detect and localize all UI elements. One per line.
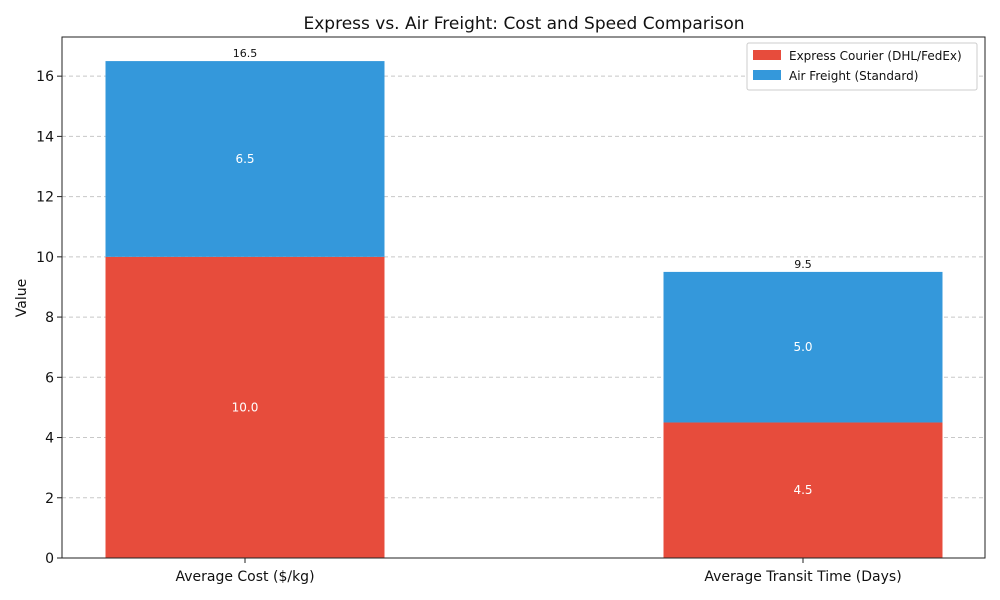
- bar-segment: [105, 256, 385, 558]
- chart-title: Express vs. Air Freight: Cost and Speed …: [303, 14, 744, 34]
- legend-entry-label: Air Freight (Standard): [789, 69, 918, 83]
- bar-total-label: 16.5: [233, 47, 258, 60]
- x-tick-label: Average Cost ($/kg): [175, 569, 314, 585]
- y-tick-label: 16: [36, 69, 54, 85]
- bar-segment: [105, 61, 385, 257]
- y-tick-label: 8: [45, 310, 54, 326]
- y-tick-label: 0: [45, 551, 54, 567]
- bar-total-label: 9.5: [794, 258, 812, 271]
- y-tick-label: 10: [36, 250, 54, 266]
- bar-segment-label: 10.0: [232, 400, 259, 414]
- legend-box: [746, 42, 978, 91]
- bar-segment: [663, 271, 943, 423]
- y-tick-label: 14: [36, 129, 54, 145]
- x-tick-label: Average Transit Time (Days): [704, 569, 901, 585]
- y-tick-label: 2: [45, 491, 54, 507]
- y-tick-label: 12: [36, 190, 54, 206]
- legend-swatch: [753, 70, 781, 80]
- legend-swatch: [753, 50, 781, 60]
- y-axis-label: Value: [14, 279, 30, 317]
- bars: 10.0 6.5 16.5 4.5 5.0 9.5: [105, 47, 943, 558]
- bar-segment-label: 4.5: [793, 483, 812, 497]
- plot-frame: [61, 36, 986, 559]
- y-tick-label: 4: [45, 431, 54, 447]
- bar-segment-label: 6.5: [235, 152, 254, 166]
- legend: Express Courier (DHL/FedEx) Air Freight (…: [746, 42, 978, 91]
- legend-entry-label: Express Courier (DHL/FedEx): [789, 49, 962, 63]
- y-tick-label: 6: [45, 370, 54, 386]
- axes: 0 2 4 6 8 10 12 14 16 Average Cost ($/kg) Average …: [36, 36, 986, 585]
- bar-segment: [663, 422, 943, 558]
- bar-segment-label: 5.0: [793, 340, 812, 354]
